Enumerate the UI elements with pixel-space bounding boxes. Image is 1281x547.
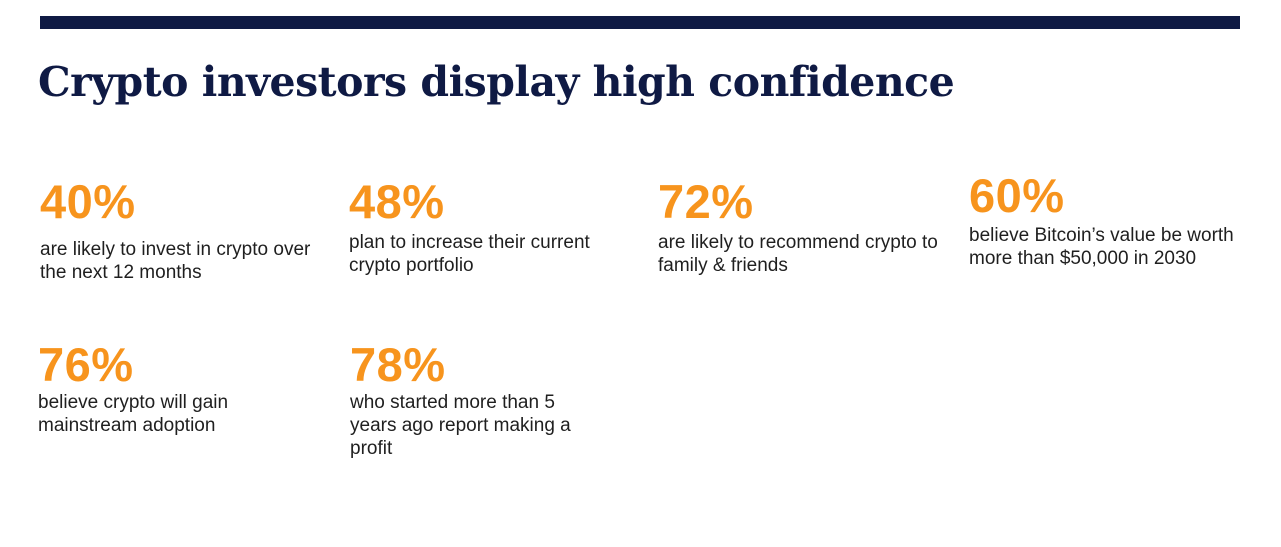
stat-recommend-crypto: 72% are likely to recommend crypto to fa… — [658, 176, 938, 277]
stat-increase-portfolio: 48% plan to increase their current crypt… — [349, 176, 629, 277]
stat-value: 72% — [658, 175, 754, 228]
stat-mainstream-adoption: 76% believe crypto will gain mainstream … — [38, 339, 318, 437]
page-title: Crypto investors display high confidence — [38, 58, 955, 106]
stat-long-term-profit: 78% who started more than 5 years ago re… — [350, 339, 595, 460]
top-accent-bar — [40, 16, 1240, 29]
stat-description: are likely to invest in crypto over the … — [40, 239, 311, 283]
stat-description: believe Bitcoin’s value be worth more th… — [969, 225, 1234, 269]
stat-value: 48% — [349, 175, 445, 228]
stat-value: 40% — [40, 175, 136, 228]
stat-value: 60% — [969, 169, 1065, 222]
stat-invest-next-12-months: 40% are likely to invest in crypto over … — [40, 176, 320, 284]
stat-value: 76% — [38, 338, 134, 391]
stat-description: plan to increase their current crypto po… — [349, 232, 590, 276]
stat-description: believe crypto will gain mainstream adop… — [38, 392, 229, 436]
stat-description: are likely to recommend crypto to family… — [658, 232, 938, 276]
stat-value: 78% — [350, 338, 446, 391]
stat-bitcoin-value-2030: 60% believe Bitcoin’s value be worth mor… — [969, 170, 1234, 270]
stat-description: who started more than 5 years ago report… — [350, 392, 571, 459]
